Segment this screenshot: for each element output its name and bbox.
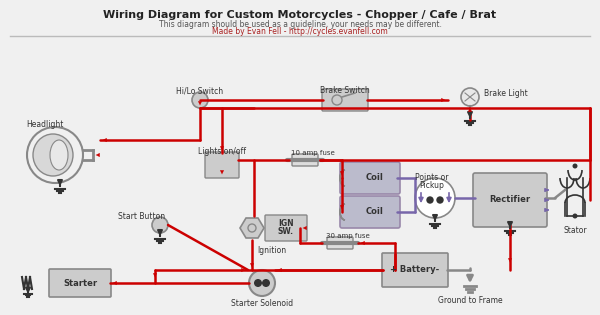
Circle shape: [262, 279, 270, 287]
Circle shape: [254, 279, 262, 287]
FancyBboxPatch shape: [382, 253, 448, 287]
Circle shape: [415, 178, 455, 218]
Text: Pickup: Pickup: [419, 181, 445, 190]
Text: This diagram should be used as a guideline, your needs may be different.: This diagram should be used as a guideli…: [158, 20, 442, 29]
FancyBboxPatch shape: [340, 196, 400, 228]
Text: Starter Solenoid: Starter Solenoid: [231, 299, 293, 308]
Text: Stator: Stator: [563, 226, 587, 235]
Text: Ground to Frame: Ground to Frame: [437, 296, 502, 305]
Text: Coil: Coil: [366, 174, 384, 182]
Circle shape: [461, 88, 479, 106]
FancyBboxPatch shape: [265, 215, 307, 241]
FancyBboxPatch shape: [292, 154, 318, 166]
Text: Starter: Starter: [63, 278, 97, 288]
Circle shape: [437, 197, 443, 203]
Ellipse shape: [50, 140, 68, 170]
Text: 30 amp fuse: 30 amp fuse: [326, 233, 370, 239]
Text: Wiring Diagram for Custom Motorcycles - Chopper / Cafe / Brat: Wiring Diagram for Custom Motorcycles - …: [103, 10, 497, 20]
Circle shape: [192, 92, 208, 108]
Text: Start Button: Start Button: [118, 212, 166, 221]
Text: IGN: IGN: [278, 220, 294, 228]
FancyBboxPatch shape: [473, 173, 547, 227]
FancyBboxPatch shape: [322, 89, 368, 111]
Circle shape: [572, 163, 577, 169]
Text: Rectifier: Rectifier: [490, 196, 530, 204]
Text: Headlight: Headlight: [26, 120, 64, 129]
Text: + Battery-: + Battery-: [391, 266, 440, 274]
FancyBboxPatch shape: [205, 152, 239, 178]
Ellipse shape: [33, 134, 73, 176]
Text: 10 amp fuse: 10 amp fuse: [291, 150, 335, 156]
Text: SW.: SW.: [278, 227, 294, 237]
Polygon shape: [240, 218, 264, 238]
Text: Points or: Points or: [415, 173, 449, 182]
Text: Lights on/off: Lights on/off: [198, 147, 246, 156]
Circle shape: [572, 214, 577, 219]
FancyBboxPatch shape: [49, 269, 111, 297]
Text: Ignition: Ignition: [257, 246, 287, 255]
Circle shape: [152, 217, 168, 233]
Text: Brake Light: Brake Light: [484, 89, 528, 98]
FancyBboxPatch shape: [327, 237, 353, 249]
Circle shape: [249, 270, 275, 296]
Text: Brake Switch: Brake Switch: [320, 86, 370, 95]
Text: Coil: Coil: [366, 208, 384, 216]
Circle shape: [427, 197, 433, 203]
FancyBboxPatch shape: [340, 162, 400, 194]
Text: Hi/Lo Switch: Hi/Lo Switch: [176, 86, 224, 95]
Text: Made by Evan Fell - http://cycles.evanfell.com: Made by Evan Fell - http://cycles.evanfe…: [212, 27, 388, 36]
